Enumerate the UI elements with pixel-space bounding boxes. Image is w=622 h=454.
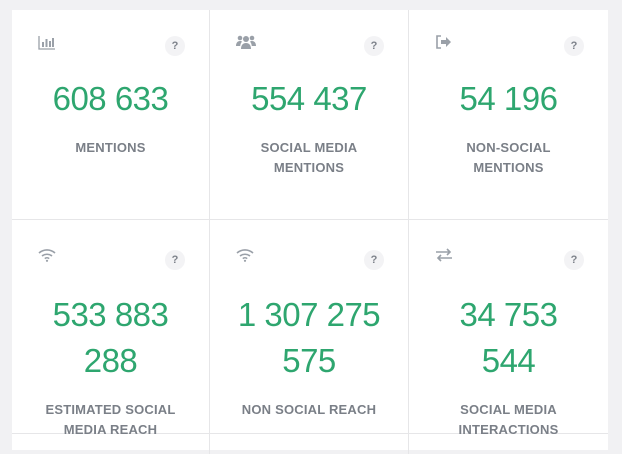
metric-label: SOCIAL MEDIA MENTIONS bbox=[260, 140, 358, 175]
wifi-icon bbox=[38, 248, 56, 264]
metric-value: 1 307 275 575 bbox=[237, 296, 381, 379]
metric-value: 554 437 bbox=[251, 80, 367, 117]
metric-card-mentions: ? 608 633 MENTIONS bbox=[12, 10, 210, 220]
help-button[interactable]: ? bbox=[165, 250, 185, 270]
metric-value: 608 633 bbox=[52, 80, 169, 117]
metric-value: 34 753 544 bbox=[459, 296, 558, 379]
metric-value: 54 196 bbox=[459, 80, 558, 117]
metric-label: NON-SOCIAL MENTIONS bbox=[466, 140, 551, 175]
metric-label: MENTIONS bbox=[75, 140, 146, 155]
users-icon bbox=[236, 34, 256, 50]
next-row-cell bbox=[210, 434, 409, 454]
metric-value: 533 883 288 bbox=[52, 296, 169, 379]
metrics-panel: ? 608 633 MENTIONS ? 554 437 SOCIAL MEDI… bbox=[12, 10, 608, 454]
help-button[interactable]: ? bbox=[364, 250, 384, 270]
metric-label: ESTIMATED SOCIAL MEDIA REACH bbox=[45, 402, 176, 437]
bar-chart-icon bbox=[38, 34, 56, 50]
help-button[interactable]: ? bbox=[165, 36, 185, 56]
sign-out-icon bbox=[435, 34, 453, 50]
metric-card-non-social-mentions: ? 54 196 NON-SOCIAL MENTIONS bbox=[409, 10, 608, 220]
metric-card-social-media-interactions: ? 34 753 544 SOCIAL MEDIA INTERACTIONS bbox=[409, 220, 608, 437]
help-button[interactable]: ? bbox=[364, 36, 384, 56]
metric-label: NON SOCIAL REACH bbox=[241, 402, 377, 417]
help-button[interactable]: ? bbox=[564, 36, 584, 56]
wifi-icon bbox=[236, 248, 254, 264]
metric-card-non-social-reach: ? 1 307 275 575 NON SOCIAL REACH bbox=[210, 220, 409, 434]
help-button[interactable]: ? bbox=[564, 250, 584, 270]
metric-card-social-media-mentions: ? 554 437 SOCIAL MEDIA MENTIONS bbox=[210, 10, 409, 220]
metric-label: SOCIAL MEDIA INTERACTIONS bbox=[458, 402, 559, 437]
metric-card-estimated-social-media-reach: ? 533 883 288 ESTIMATED SOCIAL MEDIA REA… bbox=[12, 220, 210, 437]
exchange-icon bbox=[435, 248, 453, 264]
